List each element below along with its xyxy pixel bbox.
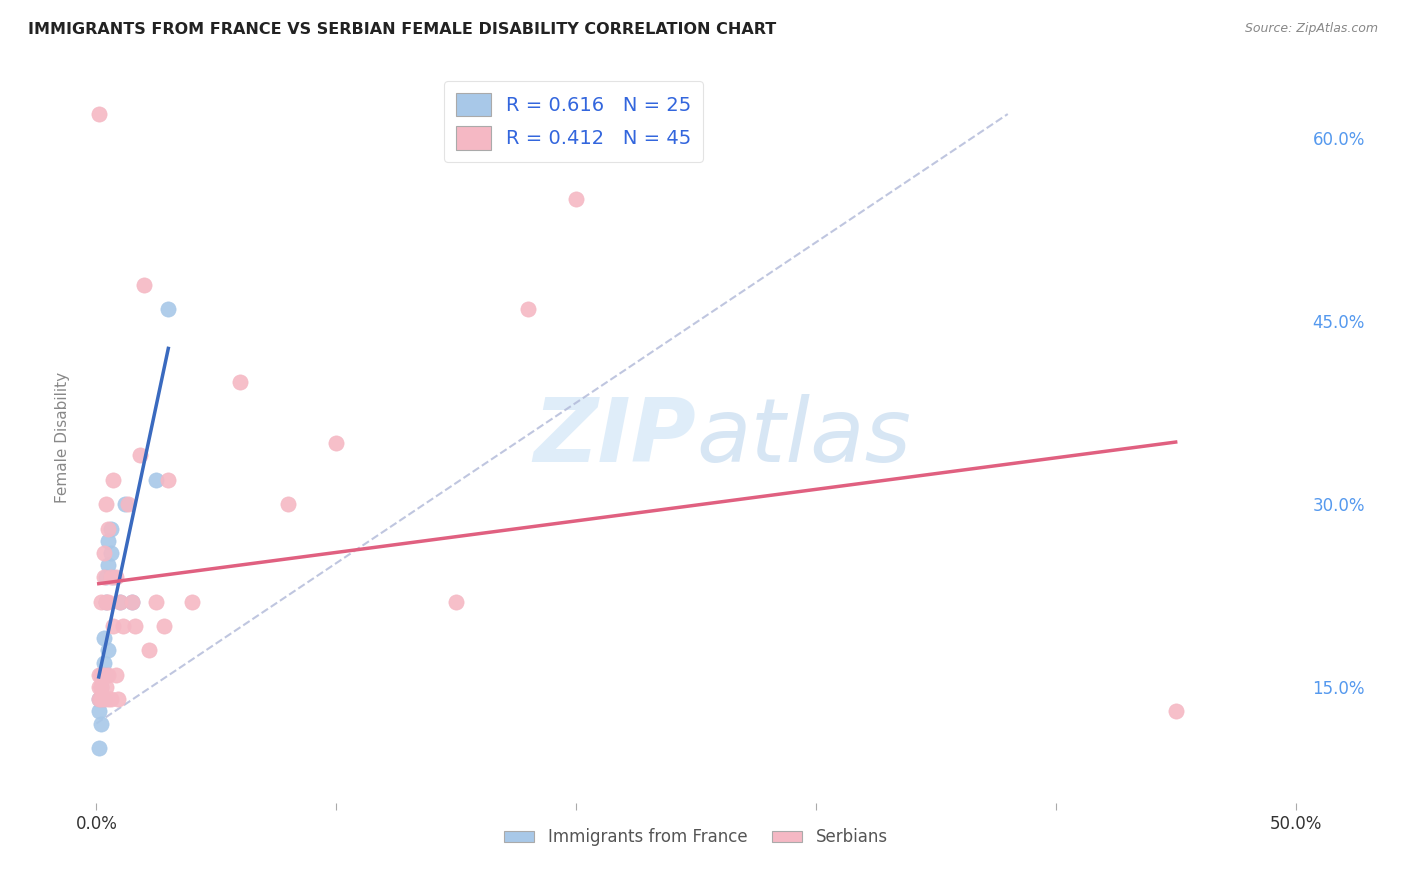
Point — [138, 643, 160, 657]
Legend: Immigrants from France, Serbians: Immigrants from France, Serbians — [498, 822, 894, 853]
Point — [87, 667, 110, 681]
Point — [90, 692, 112, 706]
Point — [97, 667, 120, 681]
Point — [134, 277, 156, 292]
Point — [97, 692, 120, 706]
Point — [87, 107, 110, 121]
Point — [104, 667, 127, 681]
Point — [101, 570, 124, 584]
Point — [87, 740, 110, 755]
Point — [90, 716, 112, 731]
Point — [565, 192, 588, 206]
Point — [93, 692, 115, 706]
Text: IMMIGRANTS FROM FRANCE VS SERBIAN FEMALE DISABILITY CORRELATION CHART: IMMIGRANTS FROM FRANCE VS SERBIAN FEMALE… — [28, 22, 776, 37]
Point — [87, 692, 110, 706]
Point — [114, 497, 136, 511]
Point — [157, 473, 180, 487]
Point — [94, 594, 117, 608]
Point — [97, 521, 120, 535]
Point — [110, 594, 132, 608]
Point — [87, 680, 110, 694]
Point — [229, 375, 252, 389]
Point — [145, 594, 167, 608]
Point — [101, 473, 124, 487]
Point — [93, 656, 115, 670]
Point — [90, 594, 112, 608]
Point — [444, 594, 467, 608]
Point — [517, 301, 540, 317]
Point — [93, 667, 115, 681]
Point — [97, 558, 120, 573]
Point — [87, 692, 110, 706]
Point — [94, 667, 117, 681]
Point — [94, 497, 117, 511]
Y-axis label: Female Disability: Female Disability — [55, 371, 70, 503]
Text: Source: ZipAtlas.com: Source: ZipAtlas.com — [1244, 22, 1378, 36]
Point — [100, 570, 122, 584]
Point — [93, 546, 115, 560]
Point — [145, 473, 167, 487]
Point — [90, 692, 112, 706]
Point — [152, 619, 174, 633]
Point — [87, 705, 110, 719]
Point — [93, 667, 115, 681]
Point — [277, 497, 299, 511]
Point — [117, 497, 139, 511]
Text: ZIP: ZIP — [533, 393, 696, 481]
Point — [104, 570, 127, 584]
Point — [100, 521, 122, 535]
Point — [1164, 705, 1187, 719]
Point — [325, 436, 347, 450]
Point — [128, 448, 150, 462]
Point — [90, 680, 112, 694]
Point — [90, 667, 112, 681]
Point — [181, 594, 204, 608]
Point — [93, 570, 115, 584]
Point — [93, 632, 115, 646]
Point — [121, 594, 143, 608]
Point — [90, 667, 112, 681]
Text: atlas: atlas — [696, 394, 911, 480]
Point — [101, 619, 124, 633]
Point — [97, 533, 120, 548]
Point — [111, 619, 134, 633]
Point — [100, 546, 122, 560]
Point — [124, 619, 146, 633]
Point — [121, 594, 143, 608]
Point — [107, 692, 129, 706]
Point — [97, 643, 120, 657]
Point — [90, 680, 112, 694]
Point — [97, 594, 120, 608]
Point — [93, 692, 115, 706]
Point — [94, 594, 117, 608]
Point — [100, 692, 122, 706]
Point — [110, 594, 132, 608]
Point — [157, 301, 180, 317]
Point — [94, 570, 117, 584]
Point — [94, 680, 117, 694]
